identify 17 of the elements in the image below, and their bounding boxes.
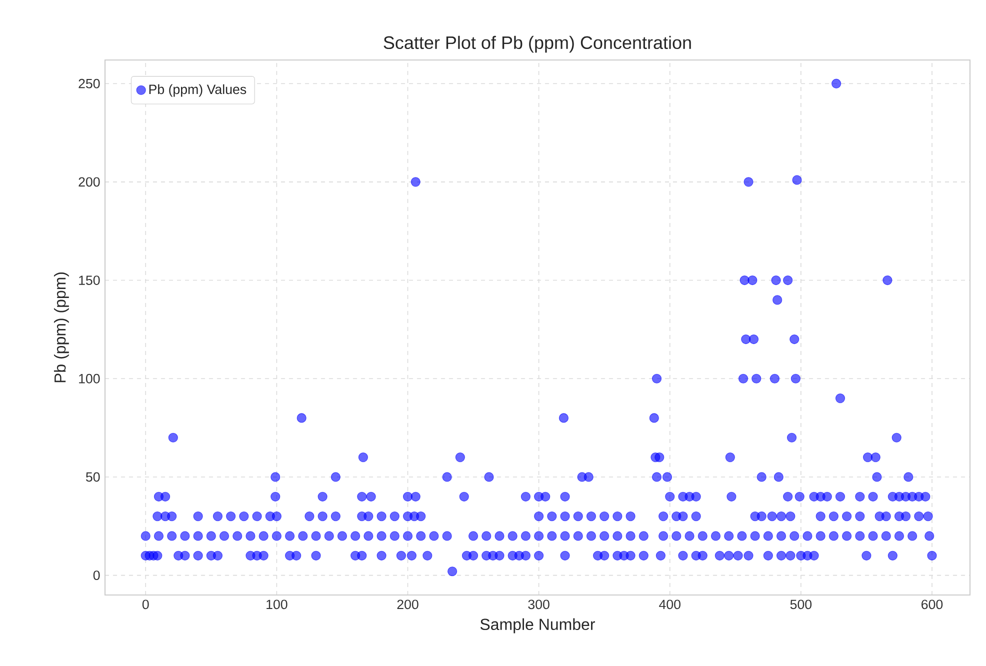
chart-title: Scatter Plot of Pb (ppm) Concentration <box>384 36 691 53</box>
x-tick-label: 500 <box>790 600 812 610</box>
y-tick-label: 200 <box>78 177 100 187</box>
x-tick-label: 400 <box>659 600 680 610</box>
y-tick-label: 250 <box>78 78 100 88</box>
x-tick-label: 300 <box>528 600 550 610</box>
legend-label: Pb (ppm) Values <box>149 84 246 97</box>
y-tick-label: 50 <box>86 472 100 482</box>
y-axis-title: Pb (ppm) (ppm) <box>54 272 69 382</box>
y-tick-label: 0 <box>93 570 100 580</box>
x-axis-title: Sample Number <box>480 618 595 634</box>
y-tick-label: 100 <box>79 374 100 384</box>
y-tick-label: 150 <box>79 276 100 285</box>
x-tick-label: 100 <box>266 600 288 610</box>
x-tick-label: 0 <box>142 600 149 610</box>
x-tick-label: 200 <box>397 600 418 610</box>
x-tick-label: 600 <box>922 600 943 610</box>
